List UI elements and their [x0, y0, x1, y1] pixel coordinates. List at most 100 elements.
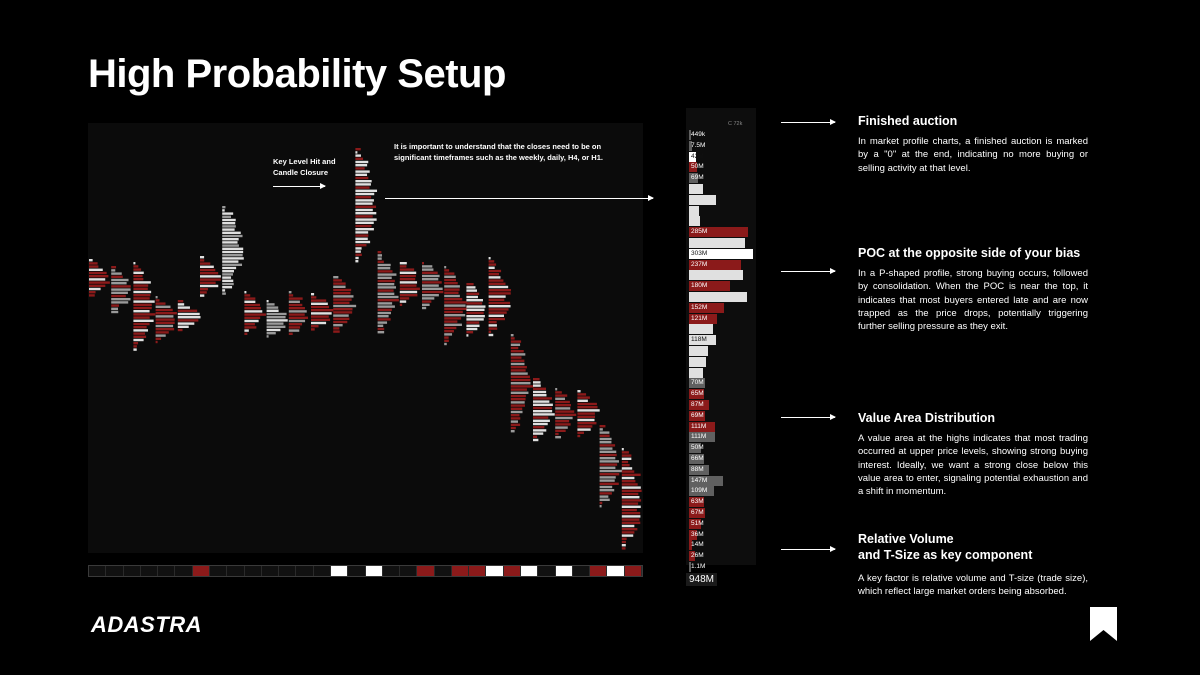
profile-bar: [377, 331, 385, 334]
profile-bar: [222, 225, 236, 228]
profile-bar: [111, 266, 117, 269]
profile-bar: [311, 299, 327, 302]
profile-bar: [555, 429, 566, 432]
volume-bar: [689, 432, 715, 443]
volume-bar: [689, 184, 704, 194]
profile-bar: [222, 222, 236, 225]
profile-bar: [533, 400, 550, 403]
profile-bar: [89, 287, 101, 291]
volume-bar: [689, 173, 698, 184]
profile-bar: [355, 221, 374, 224]
strip-segment: [158, 566, 176, 576]
profile-bar: [444, 323, 462, 326]
volume-bar: [689, 238, 745, 248]
profile-bar: [244, 310, 263, 313]
strip-segment: [209, 566, 228, 576]
profile-bar: [555, 400, 570, 404]
profile-bar: [333, 324, 343, 327]
profile-bar: [244, 316, 261, 319]
profile-bar: [599, 501, 603, 505]
profile-column: [333, 276, 357, 333]
relative-volume-arrow: [781, 546, 836, 552]
profile-bar: [377, 273, 397, 276]
profile-bar: [222, 276, 232, 279]
profile-bar: [266, 316, 286, 319]
profile-bar: [200, 284, 219, 288]
profile-bar: [599, 450, 617, 453]
volume-bar: [689, 259, 741, 270]
bookmark-icon[interactable]: [1089, 606, 1118, 642]
profile-bar: [333, 304, 357, 308]
profile-bar: [466, 295, 478, 299]
profile-bar: [355, 234, 369, 237]
profile-bar: [444, 307, 467, 310]
profile-bar: [377, 254, 383, 257]
volume-label: 63M: [691, 498, 704, 506]
profile-bar: [377, 305, 395, 308]
strip-segment: [313, 566, 331, 576]
profile-bar: [599, 476, 616, 479]
profile-bar: [244, 332, 248, 335]
profile-bar: [333, 282, 346, 285]
volume-bar: [689, 270, 743, 281]
profile-bar: [621, 531, 635, 534]
closes-note: It is important to understand that the c…: [394, 142, 603, 162]
profile-bar: [577, 425, 593, 428]
profile-bar: [510, 356, 522, 359]
profile-bar: [133, 271, 144, 274]
profile-bar: [111, 272, 122, 275]
profile-bar: [466, 289, 477, 292]
volume-bar: [689, 216, 701, 227]
profile-bar: [377, 315, 389, 318]
volume-bar: [689, 227, 749, 238]
profile-bar: [533, 413, 555, 416]
profile-bar: [222, 266, 237, 270]
profile-bar: [155, 308, 173, 312]
volume-bar: [689, 248, 753, 259]
strip-segment: [296, 566, 314, 576]
profile-bar: [355, 173, 368, 176]
volume-label: 180M: [691, 282, 708, 290]
volume-label: 70M: [691, 379, 704, 387]
strip-segment: [279, 566, 297, 576]
profile-bar: [488, 282, 506, 285]
profile-bar: [422, 294, 439, 297]
profile-bar: [510, 337, 515, 340]
profile-bar: [355, 183, 371, 186]
profile-bar: [510, 372, 528, 375]
profile-bar: [311, 321, 327, 325]
profile-bar: [266, 332, 276, 335]
value-area-arrow: [781, 414, 836, 420]
volume-label: 50M: [691, 163, 704, 171]
profile-bar: [555, 394, 568, 397]
profile-bar: [133, 319, 154, 322]
profile-bar: [599, 479, 615, 482]
profile-bar: [399, 287, 420, 290]
profile-bar: [222, 254, 243, 257]
volume-bar: [689, 324, 714, 335]
profile-bar: [533, 416, 549, 419]
profile-column: [466, 283, 486, 337]
profile-bar: [422, 281, 442, 284]
profile-bar: [133, 335, 147, 338]
volume-label: 65M: [691, 390, 704, 398]
volume-bar: [689, 162, 697, 173]
profile-column: [133, 262, 156, 351]
profile-bar: [621, 492, 639, 496]
volume-bar: [689, 562, 691, 572]
relative-volume-strip: [88, 565, 643, 577]
profile-bar: [355, 215, 373, 218]
profile-bar: [89, 294, 95, 297]
profile-bar: [510, 426, 516, 430]
volume-label: 26M: [691, 552, 704, 560]
profile-bar: [422, 290, 444, 294]
profile-bar: [444, 304, 466, 307]
profile-bar: [155, 296, 158, 299]
market-profile-chart: [88, 123, 643, 553]
profile-bar: [244, 303, 261, 307]
volume-bar: [689, 454, 705, 464]
profile-bar: [200, 275, 221, 278]
profile-bar: [577, 412, 595, 415]
profile-bar: [621, 486, 641, 489]
profile-bar: [510, 394, 526, 398]
